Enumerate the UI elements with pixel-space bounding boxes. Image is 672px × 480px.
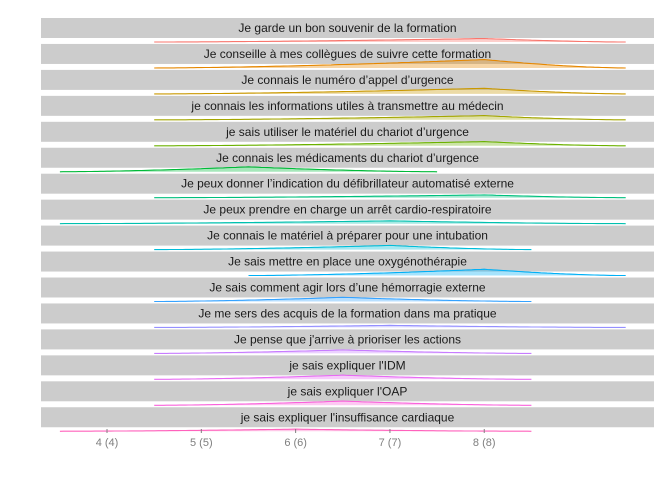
facet-strip xyxy=(41,69,654,90)
density-line xyxy=(154,141,626,147)
density-area xyxy=(154,245,532,250)
panel: Je peux donner l’indication du défibrill… xyxy=(41,173,654,199)
panel: Je sais mettre en place une oxygénothéra… xyxy=(41,251,654,277)
facet-strip xyxy=(41,407,654,428)
facet-strip xyxy=(41,18,654,38)
facet-label: Je conseille à mes collègues de suivre c… xyxy=(204,47,491,61)
facet-strip xyxy=(41,329,654,350)
panel: Je connais le matériel à préparer pour u… xyxy=(41,225,654,251)
facet-strip xyxy=(41,277,654,298)
density-line xyxy=(154,244,532,251)
facet-label: je sais expliquer l'OAP xyxy=(287,384,408,398)
facet-strip xyxy=(41,43,654,64)
facet-panels: Je garde un bon souvenir de la formation… xyxy=(41,18,654,432)
facet-strip xyxy=(41,381,654,402)
density-line xyxy=(154,37,626,43)
density-line xyxy=(154,400,532,406)
facet-label: Je connais les médicaments du chariot d’… xyxy=(216,151,479,165)
density-line xyxy=(154,194,626,199)
facet-strip xyxy=(41,121,654,142)
x-tick-label: 7 (7) xyxy=(379,437,402,449)
facet-label: Je connais le numéro d’appel d’urgence xyxy=(241,73,453,87)
facet-label: je connais les informations utiles à tra… xyxy=(190,99,503,113)
density-line xyxy=(154,296,532,303)
facet-label: Je garde un bon souvenir de la formation xyxy=(238,21,456,35)
facet-strip xyxy=(41,251,654,272)
density-area xyxy=(248,269,626,276)
x-tick-label: 5 (5) xyxy=(190,437,213,449)
density-line xyxy=(154,324,626,328)
panel: Je connais les médicaments du chariot d’… xyxy=(41,147,654,173)
panel: Je me sers des acquis de la formation da… xyxy=(41,303,654,328)
panel: je connais les informations utiles à tra… xyxy=(41,95,654,121)
density-line xyxy=(59,166,438,173)
facet-strip xyxy=(41,303,654,324)
panel: Je connais le numéro d’appel d’urgence xyxy=(41,69,654,95)
facet-strip xyxy=(41,355,654,376)
panel: je sais expliquer l'OAP xyxy=(41,381,654,406)
density-area xyxy=(154,59,626,68)
facet-label: Je sais comment agir lors d’une hémorrag… xyxy=(209,281,485,295)
density-line xyxy=(154,349,532,354)
panel: je sais expliquer l'insuffisance cardiaq… xyxy=(41,407,654,432)
facet-label: Je sais mettre en place une oxygénothéra… xyxy=(228,255,467,269)
facet-label: je sais utiliser le matériel du chariot … xyxy=(225,125,469,139)
density-line xyxy=(154,115,626,121)
facet-label: Je peux donner l’indication du défibrill… xyxy=(181,177,514,191)
facet-label: Je me sers des acquis de la formation da… xyxy=(198,306,496,320)
panel: Je garde un bon souvenir de la formation xyxy=(41,18,654,43)
density-line xyxy=(154,59,626,69)
facet-strip xyxy=(41,147,654,168)
density-line xyxy=(248,268,626,277)
facet-label: Je pense que j'arrive à prioriser les ac… xyxy=(234,332,461,346)
x-axis: 4 (4) 5 (5) 6 (6) 7 (7) 8 (8) xyxy=(96,429,496,449)
panel: Je peux prendre en charge un arrêt cardi… xyxy=(41,199,654,225)
facet-strip xyxy=(41,173,654,194)
panel: Je sais comment agir lors d’une hémorrag… xyxy=(41,277,654,303)
x-tick-label: 6 (6) xyxy=(284,437,307,449)
x-tick-label: 4 (4) xyxy=(96,437,119,449)
panel: Je pense que j'arrive à prioriser les ac… xyxy=(41,329,654,354)
panel: je sais expliquer l'IDM xyxy=(41,355,654,380)
facet-label: Je connais le matériel à préparer pour u… xyxy=(207,229,488,243)
facet-label: je sais expliquer l'IDM xyxy=(288,358,405,372)
density-line xyxy=(59,220,626,225)
facet-label: je sais expliquer l'insuffisance cardiaq… xyxy=(240,410,455,424)
panel: je sais utiliser le matériel du chariot … xyxy=(41,121,654,147)
facet-strip xyxy=(41,199,654,220)
facet-label: Je peux prendre en charge un arrêt cardi… xyxy=(203,203,491,217)
density-line xyxy=(154,374,532,380)
x-tick-label: 8 (8) xyxy=(473,437,496,449)
density-line xyxy=(154,87,626,95)
facet-strip xyxy=(41,95,654,116)
facet-strip xyxy=(41,225,654,246)
panel: Je conseille à mes collègues de suivre c… xyxy=(41,43,654,69)
